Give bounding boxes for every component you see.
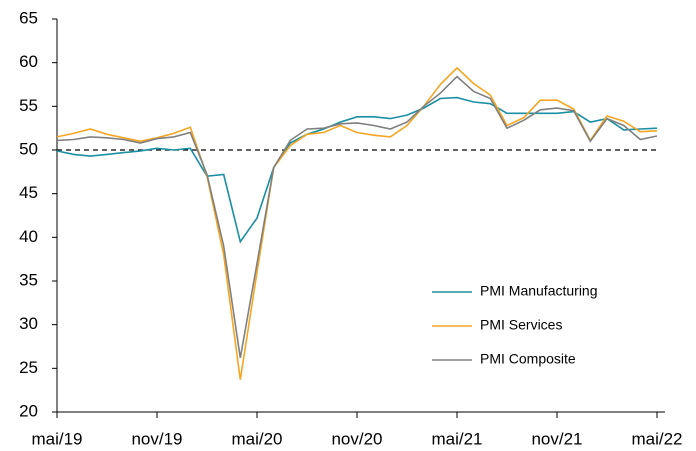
y-tick-label: 25 — [19, 358, 38, 377]
legend-label: PMI Manufacturing — [480, 283, 598, 299]
x-tick-label: nov/21 — [531, 429, 582, 448]
x-tick-label: nov/19 — [131, 429, 182, 448]
x-tick-label: mai/21 — [431, 429, 482, 448]
y-tick-label: 40 — [19, 227, 38, 246]
series-line — [56, 66, 658, 380]
legend-label: PMI Composite — [480, 351, 576, 367]
y-tick-label: 60 — [19, 52, 38, 71]
y-tick-label: 55 — [19, 96, 38, 115]
y-tick-label: 50 — [19, 139, 38, 158]
x-tick-label: nov/20 — [331, 429, 382, 448]
y-tick-label: 35 — [19, 270, 38, 289]
x-tick-label: mai/22 — [631, 429, 682, 448]
series-line — [56, 75, 658, 359]
y-tick-label: 65 — [19, 8, 38, 27]
x-tick-label: mai/20 — [231, 429, 282, 448]
legend-label: PMI Services — [480, 317, 562, 333]
x-tick-label: mai/19 — [31, 429, 82, 448]
series-line — [56, 96, 658, 244]
y-tick-label: 30 — [19, 314, 38, 333]
y-tick-label: 45 — [19, 183, 38, 202]
y-tick-label: 20 — [19, 401, 38, 420]
